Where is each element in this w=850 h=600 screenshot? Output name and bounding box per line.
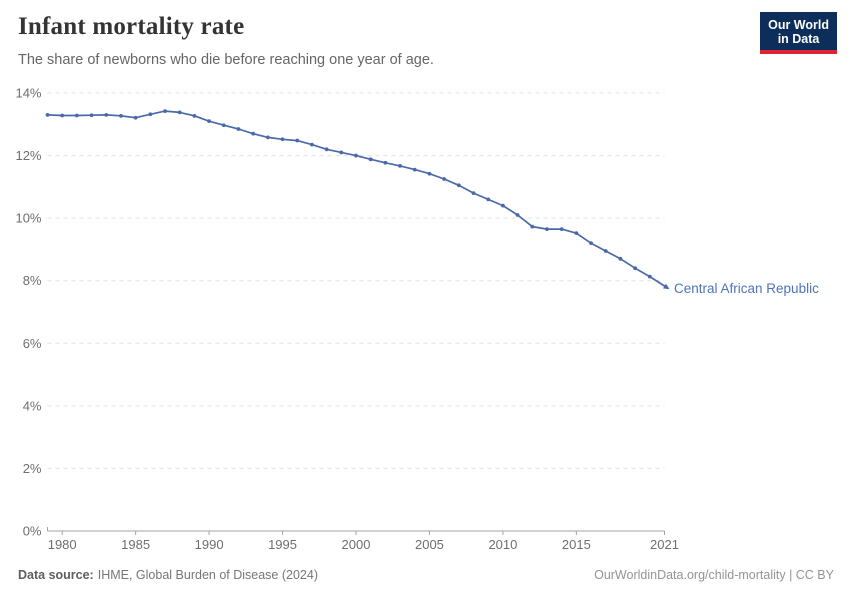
y-axis-tick-label: 10%	[15, 211, 41, 226]
data-point-marker	[236, 127, 241, 131]
data-source-text: IHME, Global Burden of Disease (2024)	[97, 568, 318, 582]
x-axis-tick-label: 2010	[488, 537, 517, 552]
data-point-marker	[559, 227, 564, 231]
data-point-marker	[251, 131, 256, 136]
data-point-marker	[119, 113, 123, 118]
data-point-marker	[104, 113, 109, 117]
data-point-marker	[324, 147, 329, 152]
chart-subtitle: The share of newborns who die before rea…	[18, 52, 434, 68]
data-point-marker	[310, 142, 314, 147]
data-source-note: Data source: IHME, Global Burden of Disea…	[18, 568, 318, 582]
page-title: Infant mortality rate	[18, 13, 245, 40]
x-axis-tick-label: 1990	[195, 537, 224, 552]
data-point-marker	[60, 113, 65, 118]
data-point-marker	[368, 157, 373, 162]
data-point-marker	[486, 197, 491, 202]
y-axis-tick-label: 6%	[23, 336, 42, 351]
series-line	[46, 110, 666, 287]
series-line-arrowhead	[663, 283, 670, 290]
data-point-marker	[515, 213, 520, 217]
data-point-marker	[442, 177, 447, 181]
owid-logo[interactable]: Our World in Data	[760, 12, 837, 54]
y-axis-tick-label: 8%	[23, 273, 42, 288]
x-axis-tick-label: 1985	[121, 537, 150, 552]
data-point-marker	[545, 227, 549, 231]
data-point-marker	[603, 249, 608, 253]
data-point-marker	[339, 150, 344, 155]
data-point-marker	[633, 266, 638, 271]
owid-logo-line1: Our World	[768, 18, 829, 32]
y-axis-tick-label: 0%	[23, 524, 42, 539]
data-point-marker	[398, 163, 402, 168]
data-point-marker	[618, 256, 623, 261]
y-axis-tick-label: 12%	[15, 148, 41, 163]
data-point-marker	[89, 113, 94, 118]
data-point-marker	[647, 274, 652, 279]
data-point-marker	[456, 183, 461, 188]
data-point-marker	[265, 135, 270, 140]
data-point-marker	[501, 203, 505, 208]
y-axis-tick-label: 2%	[23, 461, 42, 476]
y-axis-tick-label: 4%	[23, 398, 42, 413]
x-axis-tick-label: 1995	[268, 537, 297, 552]
data-point-marker	[354, 153, 358, 158]
data-point-marker	[412, 167, 417, 172]
owid-logo-line2: in Data	[777, 32, 820, 46]
data-source-label: Data source:	[18, 568, 94, 582]
data-point-marker	[427, 171, 432, 176]
data-point-marker	[295, 138, 300, 143]
data-point-marker	[383, 160, 388, 165]
data-point-marker	[221, 123, 226, 128]
data-point-marker	[133, 115, 138, 120]
x-axis-tick-label: 2000	[342, 537, 371, 552]
y-axis-tick-label: 14%	[15, 86, 41, 101]
data-point-marker	[207, 119, 211, 124]
data-point-marker	[280, 137, 285, 142]
data-point-marker	[45, 113, 50, 117]
data-point-marker	[530, 224, 535, 229]
series-entity-label: Central African Republic	[674, 281, 819, 296]
data-point-marker	[574, 231, 579, 236]
data-point-marker	[74, 113, 79, 118]
credit-link[interactable]: OurWorldinData.org/child-mortality | CC …	[594, 568, 834, 582]
data-point-marker	[163, 109, 167, 114]
x-axis-tick-label: 1980	[48, 537, 77, 552]
data-point-marker	[177, 110, 182, 115]
data-point-marker	[471, 191, 476, 196]
data-point-marker	[589, 241, 593, 246]
data-point-marker	[192, 113, 197, 118]
data-point-marker	[148, 112, 153, 117]
x-axis-tick-label: 2005	[415, 537, 444, 552]
x-axis-tick-label: 2021	[650, 537, 679, 552]
x-axis-tick-label: 2015	[562, 537, 591, 552]
